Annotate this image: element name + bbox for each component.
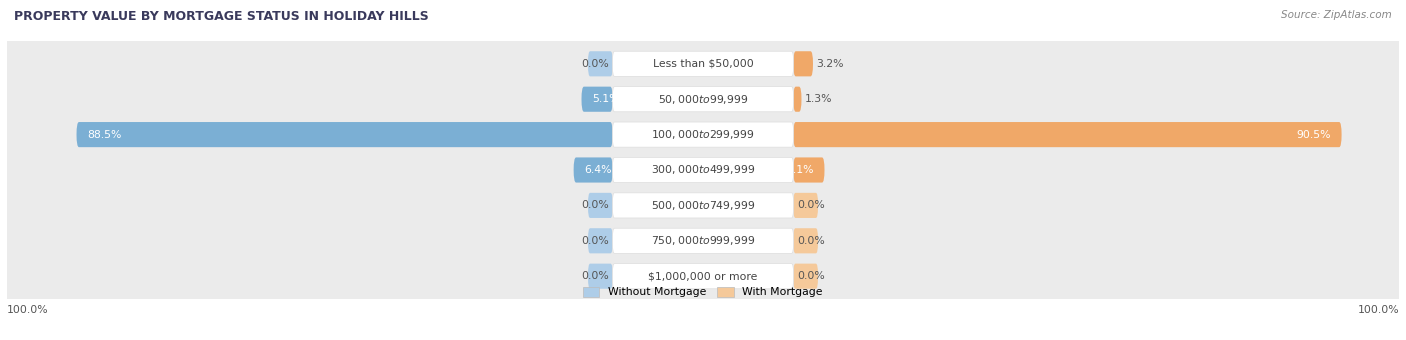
Text: 6.4%: 6.4% [585, 165, 612, 175]
Text: 90.5%: 90.5% [1296, 130, 1331, 140]
FancyBboxPatch shape [588, 51, 613, 76]
Text: 0.0%: 0.0% [581, 200, 609, 210]
FancyBboxPatch shape [793, 264, 818, 289]
Text: 88.5%: 88.5% [87, 130, 121, 140]
Text: 100.0%: 100.0% [7, 305, 49, 314]
FancyBboxPatch shape [793, 157, 824, 183]
Text: $750,000 to $999,999: $750,000 to $999,999 [651, 234, 755, 247]
FancyBboxPatch shape [613, 51, 793, 76]
Text: PROPERTY VALUE BY MORTGAGE STATUS IN HOLIDAY HILLS: PROPERTY VALUE BY MORTGAGE STATUS IN HOL… [14, 10, 429, 23]
FancyBboxPatch shape [76, 122, 613, 147]
Text: 0.0%: 0.0% [581, 236, 609, 246]
FancyBboxPatch shape [6, 252, 1400, 300]
FancyBboxPatch shape [582, 87, 613, 112]
Text: $100,000 to $299,999: $100,000 to $299,999 [651, 128, 755, 141]
FancyBboxPatch shape [613, 264, 793, 289]
FancyBboxPatch shape [793, 122, 1341, 147]
Text: 1.3%: 1.3% [804, 94, 832, 104]
Text: 3.2%: 3.2% [817, 59, 844, 69]
Text: 0.0%: 0.0% [797, 271, 825, 281]
FancyBboxPatch shape [588, 264, 613, 289]
FancyBboxPatch shape [793, 228, 818, 253]
FancyBboxPatch shape [6, 111, 1400, 158]
Text: 5.1%: 5.1% [786, 165, 814, 175]
Text: Source: ZipAtlas.com: Source: ZipAtlas.com [1281, 10, 1392, 20]
FancyBboxPatch shape [613, 193, 793, 218]
FancyBboxPatch shape [6, 182, 1400, 229]
Legend: Without Mortgage, With Mortgage: Without Mortgage, With Mortgage [579, 283, 827, 302]
Text: $300,000 to $499,999: $300,000 to $499,999 [651, 164, 755, 176]
FancyBboxPatch shape [613, 157, 793, 183]
FancyBboxPatch shape [6, 217, 1400, 265]
FancyBboxPatch shape [588, 193, 613, 218]
FancyBboxPatch shape [613, 87, 793, 112]
FancyBboxPatch shape [574, 157, 613, 183]
Text: 0.0%: 0.0% [797, 236, 825, 246]
FancyBboxPatch shape [6, 40, 1400, 88]
FancyBboxPatch shape [793, 51, 813, 76]
Text: 0.0%: 0.0% [797, 200, 825, 210]
Text: $500,000 to $749,999: $500,000 to $749,999 [651, 199, 755, 212]
FancyBboxPatch shape [613, 228, 793, 253]
Text: $50,000 to $99,999: $50,000 to $99,999 [658, 93, 748, 106]
FancyBboxPatch shape [6, 146, 1400, 194]
FancyBboxPatch shape [6, 75, 1400, 123]
Text: 0.0%: 0.0% [581, 59, 609, 69]
Text: 5.1%: 5.1% [592, 94, 620, 104]
FancyBboxPatch shape [613, 122, 793, 147]
FancyBboxPatch shape [793, 87, 801, 112]
Text: Less than $50,000: Less than $50,000 [652, 59, 754, 69]
Text: 0.0%: 0.0% [581, 271, 609, 281]
Text: $1,000,000 or more: $1,000,000 or more [648, 271, 758, 281]
Text: 100.0%: 100.0% [1357, 305, 1399, 314]
FancyBboxPatch shape [588, 228, 613, 253]
FancyBboxPatch shape [793, 193, 818, 218]
